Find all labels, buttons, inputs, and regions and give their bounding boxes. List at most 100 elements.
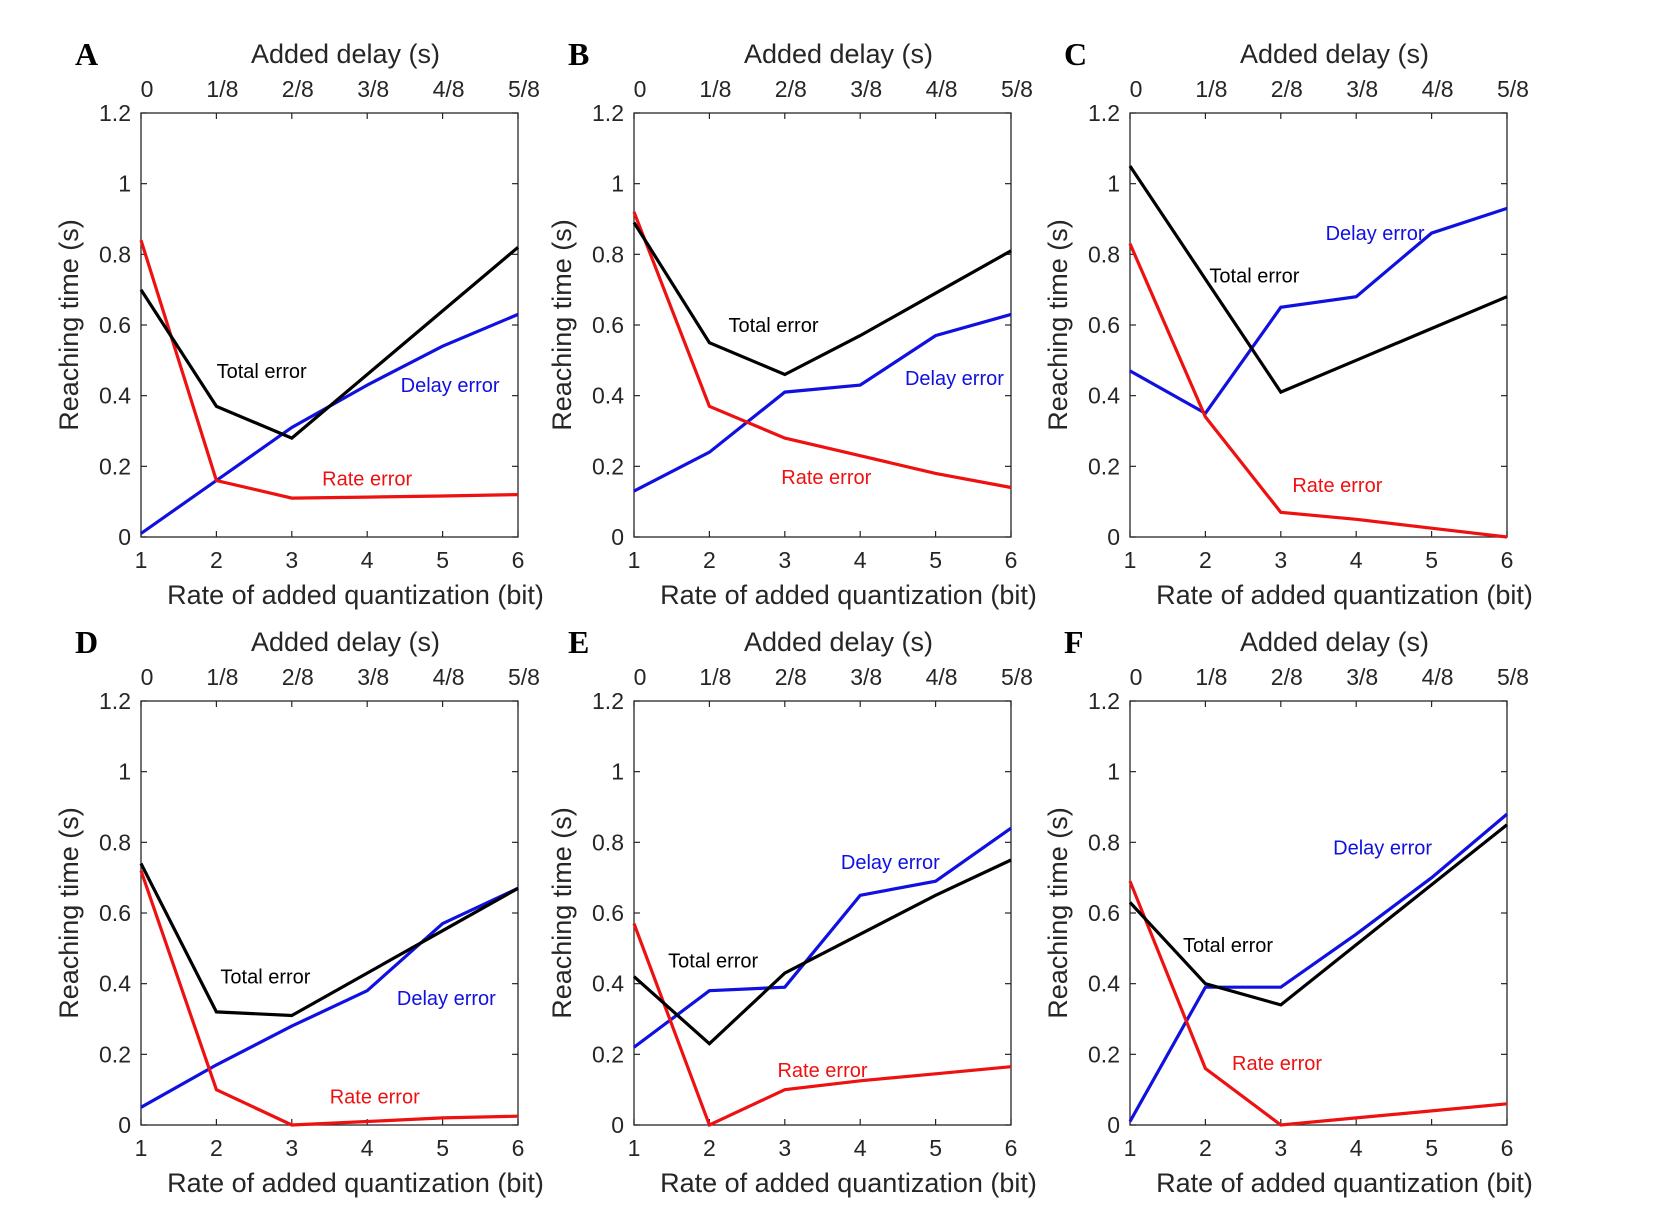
y-tick-label: 1.2	[99, 100, 131, 126]
y-tick-label: 0	[611, 524, 624, 550]
panel-letter: C	[1064, 36, 1087, 72]
series-line-total	[139, 862, 519, 1018]
panel-letter: E	[568, 624, 589, 660]
y-tick-label: 0.4	[1088, 971, 1120, 997]
series-line-delay	[633, 312, 1012, 493]
x-tick-label: 5	[929, 1135, 942, 1161]
x2-tick-label: 0	[141, 664, 154, 690]
series-line-total	[632, 221, 1012, 377]
x2-tick-label: 2/8	[775, 76, 807, 102]
y-tick-label: 0.6	[1088, 312, 1120, 338]
x-tick-label: 3	[1274, 1135, 1287, 1161]
series-line-rate	[632, 211, 1012, 490]
x2-tick-label: 0	[1130, 76, 1143, 102]
x2-tick-label: 1/8	[1195, 76, 1227, 102]
x-tick-label: 2	[210, 547, 223, 573]
y-tick-label: 0.4	[1088, 383, 1120, 409]
series-line-rate	[1128, 243, 1508, 539]
x-tick-label: 4	[361, 1135, 374, 1161]
series-line-total	[1128, 823, 1508, 1007]
x2-tick-label: 2/8	[1271, 76, 1303, 102]
series-line-total	[1128, 165, 1508, 395]
series-line-total	[632, 858, 1012, 1046]
x-tick-label: 2	[1199, 547, 1212, 573]
x2-tick-label: 4/8	[433, 664, 465, 690]
y-tick-label: 0.2	[592, 453, 624, 479]
y-axis-label: Reaching time (s)	[1043, 219, 1073, 431]
x-tick-label: 6	[1501, 1135, 1514, 1161]
series-line-delay	[140, 886, 519, 1109]
series-line-rate	[632, 923, 1012, 1128]
annotation-rate: Rate error	[322, 469, 412, 491]
x-tick-label: 1	[628, 547, 641, 573]
y-tick-label: 0.6	[99, 312, 131, 338]
y-tick-label: 0	[611, 1112, 624, 1138]
x2-axis-label: Added delay (s)	[1240, 39, 1429, 69]
x-tick-label: 2	[703, 547, 716, 573]
y-axis-label: Reaching time (s)	[54, 219, 84, 431]
x2-tick-label: 3/8	[1346, 664, 1378, 690]
y-tick-label: 1	[118, 759, 131, 785]
x2-tick-label: 5/8	[508, 76, 540, 102]
x2-tick-label: 0	[634, 664, 647, 690]
x-tick-label: 6	[512, 547, 525, 573]
panel-b: 00.20.40.60.811.21021/832/843/854/865/8R…	[547, 36, 1037, 610]
y-tick-label: 0.8	[592, 829, 624, 855]
y-tick-label: 0.4	[99, 971, 131, 997]
x-tick-label: 2	[703, 1135, 716, 1161]
y-tick-label: 0.6	[592, 900, 624, 926]
y-tick-label: 0.2	[1088, 1041, 1120, 1067]
x2-tick-label: 5/8	[1001, 76, 1033, 102]
y-tick-label: 0.8	[592, 241, 624, 267]
x2-tick-label: 1/8	[206, 76, 238, 102]
x2-axis-label: Added delay (s)	[744, 39, 933, 69]
y-axis-label: Reaching time (s)	[1043, 807, 1073, 1019]
x2-axis-label: Added delay (s)	[1240, 627, 1429, 657]
x-tick-label: 1	[628, 1135, 641, 1161]
x-tick-label: 5	[1425, 1135, 1438, 1161]
annotation-rate: Rate error	[781, 467, 871, 489]
x-tick-label: 4	[361, 547, 374, 573]
y-axis-label: Reaching time (s)	[54, 807, 84, 1019]
series-line-delay	[1129, 206, 1508, 416]
y-tick-label: 0	[118, 524, 131, 550]
x-tick-label: 3	[778, 1135, 791, 1161]
annotation-delay: Delay error	[1333, 838, 1432, 860]
y-tick-label: 0.6	[99, 900, 131, 926]
y-tick-label: 1.2	[592, 100, 624, 126]
y-tick-label: 1.2	[99, 688, 131, 714]
annotation-total: Total error	[728, 315, 818, 337]
x2-tick-label: 0	[141, 76, 154, 102]
x-axis-label: Rate of added quantization (bit)	[1156, 580, 1533, 610]
x-tick-label: 5	[1425, 547, 1438, 573]
x2-axis-label: Added delay (s)	[251, 39, 440, 69]
x2-tick-label: 3/8	[357, 76, 389, 102]
plot-frame	[1129, 112, 1508, 538]
y-tick-label: 1	[1107, 759, 1120, 785]
y-tick-label: 0.2	[99, 1041, 131, 1067]
panel-e: 00.20.40.60.811.21021/832/843/854/865/8R…	[547, 624, 1037, 1198]
x-tick-label: 5	[436, 547, 449, 573]
x-axis-label: Rate of added quantization (bit)	[660, 1168, 1037, 1198]
annotation-delay: Delay error	[841, 852, 940, 874]
y-tick-label: 0.6	[592, 312, 624, 338]
x-axis-label: Rate of added quantization (bit)	[167, 580, 544, 610]
y-tick-label: 0.2	[1088, 453, 1120, 479]
x2-tick-label: 1/8	[699, 76, 731, 102]
y-tick-label: 0.8	[99, 829, 131, 855]
annotation-delay: Delay error	[397, 988, 496, 1010]
x2-tick-label: 4/8	[1422, 76, 1454, 102]
x2-axis-label: Added delay (s)	[251, 627, 440, 657]
x2-tick-label: 2/8	[282, 664, 314, 690]
x-tick-label: 6	[512, 1135, 525, 1161]
panel-letter: A	[75, 36, 98, 72]
y-tick-label: 0.4	[99, 383, 131, 409]
x2-tick-label: 0	[1130, 664, 1143, 690]
y-axis-label: Reaching time (s)	[547, 807, 577, 1019]
x-tick-label: 3	[1274, 547, 1287, 573]
x2-tick-label: 5/8	[1001, 664, 1033, 690]
x2-tick-label: 2/8	[775, 664, 807, 690]
x-tick-label: 4	[854, 547, 867, 573]
series-line-total	[139, 246, 520, 440]
